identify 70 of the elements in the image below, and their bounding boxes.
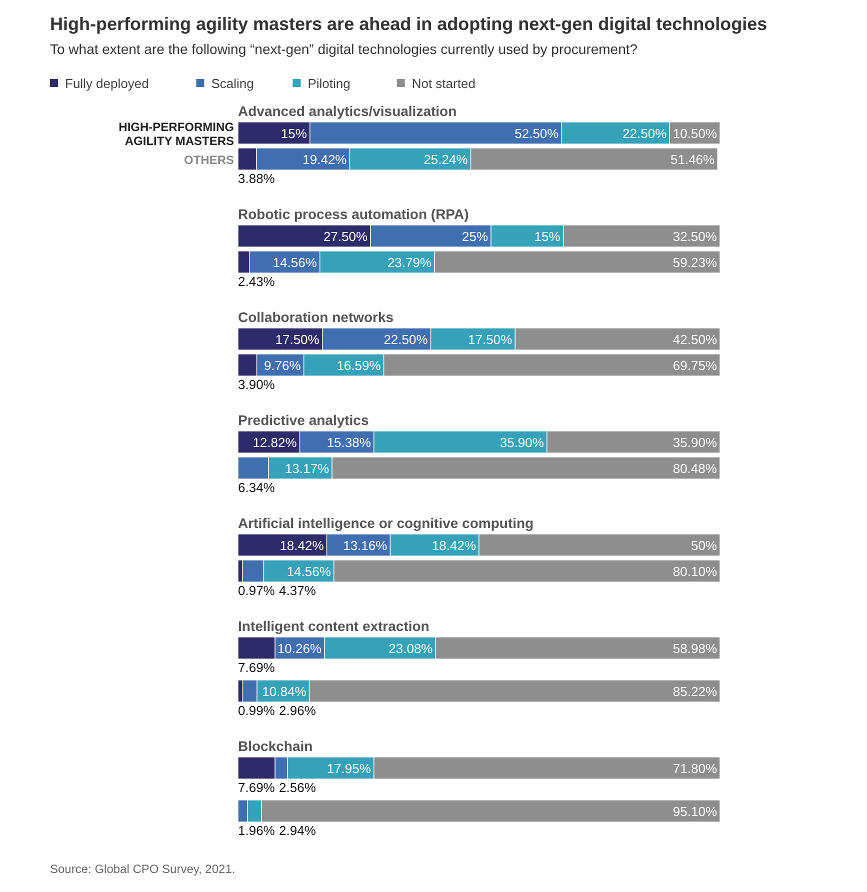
data-label: 25%	[462, 229, 488, 244]
data-label: 32.50%	[672, 229, 718, 244]
data-label: 35.90%	[672, 435, 718, 450]
data-label: 85.22%	[672, 684, 718, 699]
data-label: 18.42%	[432, 538, 476, 553]
data-label: 3.88%	[238, 171, 276, 186]
chart-title: Predictive analytics	[238, 412, 369, 428]
data-label: 17.50%	[468, 332, 513, 347]
chart-title: Robotic process automation (RPA)	[238, 206, 469, 222]
data-label: 25.24%	[424, 152, 468, 167]
data-label: 9.76%	[264, 358, 302, 373]
y-tick-label: OTHERS	[184, 153, 234, 167]
data-label: 23.08%	[388, 641, 434, 656]
data-label: 10.84%	[262, 684, 307, 699]
data-label: 15.38%	[326, 435, 372, 450]
chart-title: Blockchain	[238, 738, 313, 754]
data-label: 80.48%	[672, 461, 718, 476]
data-label: 2.94%	[279, 823, 316, 838]
data-label: 13.17%	[284, 461, 330, 476]
chart-title: Artificial intelligence or cognitive computing	[238, 515, 534, 531]
data-label: 0.99%	[238, 703, 276, 718]
data-label: 1.96%	[238, 823, 276, 838]
data-label: 17.95%	[326, 761, 372, 776]
chart-title: Advanced analytics/visualization	[238, 103, 457, 119]
data-label: 51.46%	[670, 152, 716, 167]
data-label: 4.37%	[279, 583, 316, 598]
data-label: 2.56%	[279, 780, 316, 795]
data-label: 52.50%	[514, 126, 560, 141]
data-label: 15%	[534, 229, 561, 244]
data-label: 10.26%	[277, 641, 322, 656]
data-label: 23.79%	[387, 255, 432, 270]
data-label: 7.69%	[238, 780, 276, 795]
data-label: 59.23%	[672, 255, 718, 270]
data-label: 10.50%	[672, 126, 718, 141]
data-label: 95.10%	[672, 804, 718, 819]
data-label: 19.42%	[302, 152, 348, 167]
chart-title: Intelligent content extraction	[238, 618, 430, 634]
data-label: 22.50%	[622, 126, 668, 141]
data-label: 17.50%	[275, 332, 320, 347]
legend-label: Fully deployed	[65, 76, 149, 91]
data-label: 58.98%	[672, 641, 718, 656]
data-label: 13.16%	[343, 538, 388, 553]
data-label: 6.34%	[238, 480, 276, 495]
data-label: 7.69%	[238, 660, 276, 675]
data-label: 3.90%	[238, 377, 276, 392]
data-label: 42.50%	[672, 332, 718, 347]
legend-label: Not started	[412, 76, 476, 91]
data-label: 35.90%	[500, 435, 544, 450]
data-label: 27.50%	[323, 229, 368, 244]
data-label: 18.42%	[280, 538, 324, 553]
data-label: 12.82%	[252, 435, 298, 450]
y-tick-label: HIGH-PERFORMING AGILITY MASTERS	[118, 120, 234, 148]
data-label: 2.43%	[238, 274, 276, 289]
text: High-performing agility masters are ahead in adopting next-gen digital technologies	[50, 14, 768, 34]
data-label: 0.97%	[238, 583, 276, 598]
data-label: 69.75%	[672, 358, 718, 373]
data-label: 14.56%	[286, 564, 332, 579]
data-label: 80.10%	[672, 564, 718, 579]
legend-label: Piloting	[308, 76, 350, 91]
data-label: 50%	[690, 538, 718, 553]
chart-title: Collaboration networks	[238, 309, 394, 325]
data-label: 71.80%	[672, 761, 718, 776]
legend-label: Scaling	[211, 76, 254, 91]
data-label: 16.59%	[336, 358, 382, 373]
data-label: 15%	[280, 126, 308, 141]
data-label: 14.56%	[272, 255, 318, 270]
data-label: 2.96%	[279, 703, 316, 718]
data-label: 22.50%	[384, 332, 428, 347]
source-note: Source: Global CPO Survey, 2021.	[50, 862, 236, 876]
text: To what extent are the following “next-gen” digital technologies currently used by procurement?	[50, 41, 638, 57]
